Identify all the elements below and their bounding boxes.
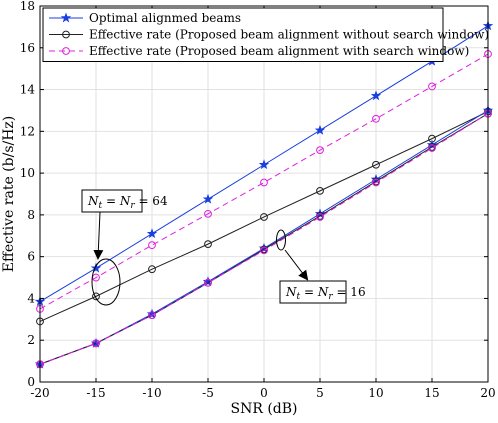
x-tick-label: 5 — [316, 386, 324, 400]
annotation-ellipse-64 — [91, 258, 121, 306]
data-point — [260, 213, 268, 221]
y-tick-label: 2 — [27, 333, 35, 347]
data-point — [146, 308, 158, 319]
x-tick-label: 0 — [260, 386, 268, 400]
annotation-ellipse-16 — [276, 229, 286, 251]
annotation-arrow-16 — [284, 249, 309, 281]
y-tick-label: 0 — [27, 375, 35, 389]
data-point — [90, 262, 102, 273]
data-point — [316, 213, 324, 221]
y-axis-title: Effective rate (b/s/Hz) — [1, 116, 17, 273]
legend-label: Optimal alignmed beams — [89, 11, 241, 25]
data-point — [204, 209, 212, 218]
legend-label: Effective rate (Proposed beam alignment … — [89, 28, 489, 42]
annotation-box — [81, 189, 143, 213]
data-point — [202, 193, 214, 204]
y-tick-label: 12 — [20, 124, 35, 138]
data-point — [260, 246, 268, 255]
x-tick-label: 20 — [480, 386, 495, 400]
data-point — [92, 339, 100, 348]
x-tick-label: -15 — [86, 386, 105, 400]
legend-marker — [60, 12, 72, 23]
legend-item: Optimal alignmed beams — [49, 11, 241, 25]
data-point — [314, 124, 326, 135]
x-tick-label: -10 — [142, 386, 161, 400]
legend-box — [42, 7, 444, 62]
x-tick-label: 10 — [368, 386, 383, 400]
legend-marker — [62, 47, 70, 55]
data-point — [316, 186, 324, 195]
series-line — [39, 113, 489, 365]
data-point — [92, 292, 100, 301]
legend-label: Effective rate (Proposed beam alignment … — [89, 44, 469, 58]
annotation-64: Nt = Nr = 64 — [81, 189, 168, 213]
y-tick-label: 8 — [27, 208, 35, 222]
y-tick-label: 16 — [20, 41, 35, 55]
x-tick-label: 15 — [424, 386, 439, 400]
y-tick-label: 18 — [20, 0, 35, 13]
annotation-arrow-64 — [93, 211, 104, 260]
data-point — [146, 228, 158, 239]
data-point — [428, 144, 436, 152]
annotations: Nt = Nr = 64 Nt = Nr = 16 — [81, 189, 366, 306]
annotation-label: Nt = Nr = 16 — [285, 285, 366, 302]
y-tick-label: 10 — [20, 166, 35, 180]
x-tick-label: -5 — [202, 386, 214, 400]
axis-ticks: -20 -15 -10 -5 0 5 10 15 20 0 2 4 6 8 10 12 14 16 18 — [20, 0, 496, 400]
series-line — [39, 111, 489, 322]
data-point — [316, 146, 324, 155]
data-point — [372, 178, 380, 187]
data-point — [148, 241, 156, 250]
data-point — [260, 178, 268, 187]
data-point — [148, 311, 156, 320]
data-point — [372, 114, 380, 123]
annotation-16: Nt = Nr = 16 — [279, 280, 366, 304]
legend: Optimal alignmed beams Effective rate (Pr… — [42, 7, 489, 62]
y-tick-label: 4 — [27, 291, 35, 305]
y-tick-label: 6 — [27, 250, 35, 264]
data-point — [428, 82, 436, 91]
data-point — [370, 90, 382, 101]
y-tick-label: 14 — [20, 83, 36, 97]
plot-series — [34, 20, 494, 369]
series-line — [39, 53, 489, 310]
legend-marker — [62, 30, 70, 39]
legend-item: Effective rate (Proposed beam alignment … — [49, 44, 469, 58]
data-point — [372, 160, 380, 169]
annotation-box — [279, 280, 347, 304]
x-tick-label: -20 — [30, 386, 49, 400]
legend-item: Effective rate (Proposed beam alignment … — [49, 28, 489, 42]
data-point — [204, 278, 212, 287]
data-point — [148, 265, 156, 274]
data-point — [258, 159, 270, 170]
x-axis-title: SNR (dB) — [230, 401, 297, 417]
annotation-label: Nt = Nr = 64 — [87, 194, 168, 211]
data-point — [204, 240, 212, 249]
